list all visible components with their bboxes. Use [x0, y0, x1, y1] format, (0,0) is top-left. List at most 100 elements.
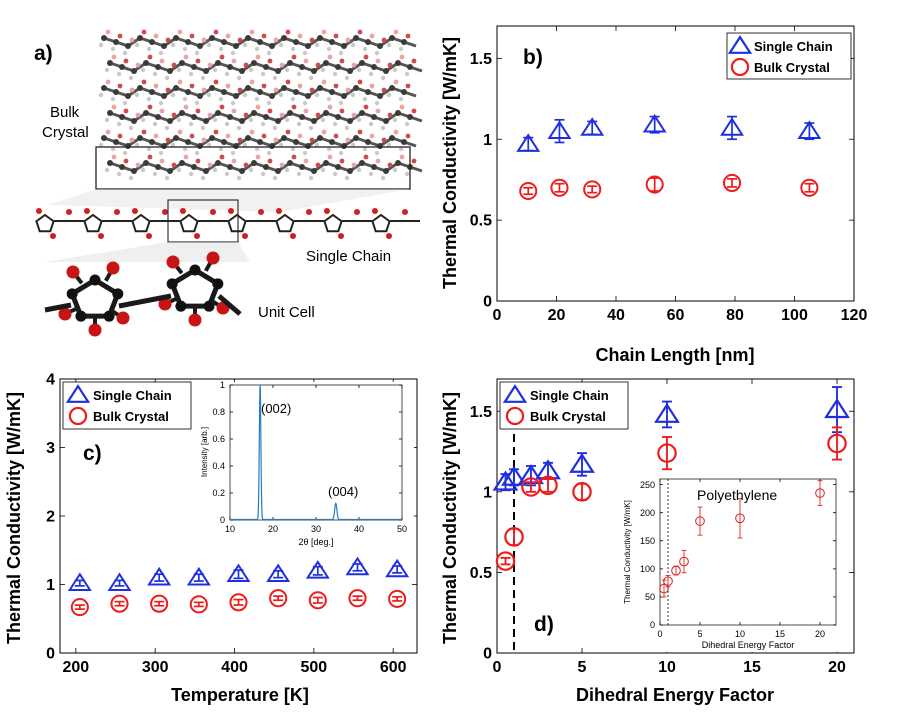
crystal-carbon-atom — [323, 110, 329, 116]
crystal-carbon-atom — [395, 60, 401, 66]
x-tick-label: 15 — [775, 629, 785, 639]
crystal-hydrogen-atom — [218, 46, 224, 52]
crystal-hydrogen-atom — [350, 142, 356, 148]
crystal-carbon-atom — [125, 93, 131, 99]
x-tick-label: 300 — [142, 659, 169, 676]
unitcell-carbon-atom — [89, 274, 101, 286]
crystal-carbon-atom — [365, 89, 371, 95]
crystal-oxygen-atom — [213, 129, 219, 135]
crystal-carbon-atom — [275, 168, 281, 174]
crystal-hydrogen-atom — [116, 121, 122, 127]
crystal-hydrogen-atom — [170, 42, 176, 48]
chart-d-ylabel: Thermal Conductivity [W/mK] — [440, 392, 460, 644]
chain-ring — [179, 213, 199, 233]
y-tick-label: 0 — [483, 646, 492, 663]
y-tick-label: 150 — [640, 536, 655, 546]
crystal-hydrogen-atom — [230, 100, 236, 106]
bulk-crystal-point — [269, 589, 288, 608]
single-chain-point — [516, 133, 541, 152]
chain-oxygen-atom — [98, 233, 104, 239]
crystal-hydrogen-atom — [374, 50, 380, 56]
crystal-hydrogen-atom — [152, 121, 158, 127]
crystal-carbon-atom — [281, 85, 287, 91]
y-tick-label: 1 — [483, 132, 492, 149]
bulk-crystal-point — [538, 475, 558, 496]
crystal-hydrogen-atom — [386, 42, 392, 48]
chain-oxygen-atom — [114, 209, 120, 215]
y-tick-label: 1 — [46, 577, 55, 594]
crystal-oxygen-atom — [339, 158, 345, 164]
bulk-crystal-point — [308, 591, 327, 610]
chart-d-inset-ylabel: Thermal Conductivity [W/mK] — [623, 500, 632, 604]
crystal-carbon-atom — [209, 135, 215, 141]
chart-d-legend-marker-single — [502, 384, 528, 403]
single-chain-point — [492, 470, 519, 491]
crystal-oxygen-atom — [147, 154, 153, 160]
chart-c-inset-annotation-004: (004) — [328, 484, 358, 499]
chain-oxygen-atom — [306, 209, 312, 215]
chart-c-xlabel: Temperature [K] — [171, 685, 309, 705]
crystal-carbon-atom — [299, 164, 305, 170]
single-chain-point — [642, 113, 667, 133]
crystal-hydrogen-atom — [302, 150, 308, 156]
chart-d-marks — [492, 386, 850, 571]
crystal-carbon-atom — [305, 43, 311, 49]
crystal-hydrogen-atom — [104, 167, 110, 173]
crystal-carbon-atom — [185, 139, 191, 145]
crystal-carbon-atom — [221, 139, 227, 145]
crystal-hydrogen-atom — [224, 121, 230, 127]
crystal-oxygen-atom — [159, 58, 165, 64]
crystal-hydrogen-atom — [218, 96, 224, 102]
crystal-oxygen-atom — [165, 137, 171, 143]
crystal-hydrogen-atom — [362, 146, 368, 152]
crystal-carbon-atom — [101, 35, 107, 41]
crystal-carbon-atom — [251, 60, 257, 66]
crystal-oxygen-atom — [189, 133, 195, 139]
unitcell-carbon-atom — [212, 278, 224, 290]
crystal-oxygen-atom — [129, 87, 135, 93]
crystal-carbon-atom — [191, 164, 197, 170]
chain-ring — [275, 213, 295, 233]
crystal-hydrogen-atom — [398, 146, 404, 152]
crystal-hydrogen-atom — [338, 50, 344, 56]
crystal-carbon-atom — [119, 164, 125, 170]
crystal-carbon-atom — [113, 39, 119, 45]
chain-oxygen-atom — [132, 208, 138, 214]
crystal-oxygen-atom — [369, 33, 375, 39]
crystal-hydrogen-atom — [200, 75, 206, 81]
crystal-oxygen-atom — [123, 158, 129, 164]
unitcell-oxygen-atom — [106, 261, 120, 275]
single-chain-image — [35, 208, 420, 239]
crystal-oxygen-atom — [165, 37, 171, 43]
chain-oxygen-atom — [36, 208, 42, 214]
bulk-crystal-point — [657, 443, 677, 463]
crystal-hydrogen-atom — [248, 67, 254, 73]
crystal-oxygen-atom — [333, 33, 339, 39]
crystal-carbon-atom — [233, 93, 239, 99]
crystal-hydrogen-atom — [374, 150, 380, 156]
chain-ring — [131, 213, 151, 233]
chart-b-xlabel: Chain Length [nm] — [596, 345, 755, 365]
chain-oxygen-atom — [324, 208, 330, 214]
crystal-carbon-atom — [365, 39, 371, 45]
legend-triangle-icon — [65, 384, 91, 403]
crystal-oxygen-atom — [237, 37, 243, 43]
crystal-carbon-atom — [185, 89, 191, 95]
crystal-carbon-atom — [305, 93, 311, 99]
crystal-carbon-atom — [107, 60, 113, 66]
crystal-oxygen-atom — [363, 104, 369, 110]
crystal-hydrogen-atom — [164, 75, 170, 81]
crystal-oxygen-atom — [225, 133, 231, 139]
crystal-oxygen-atom — [291, 154, 297, 160]
crystal-oxygen-atom — [357, 79, 363, 85]
crystal-oxygen-atom — [183, 104, 189, 110]
crystal-oxygen-atom — [309, 137, 315, 143]
crystal-carbon-atom — [359, 110, 365, 116]
crystal-oxygen-atom — [135, 112, 141, 118]
crystal-oxygen-atom — [399, 154, 405, 160]
chart-b: 0 20 40 60 80 100 120 0 0.5 1 1.5 b) Chain Length … — [440, 25, 867, 365]
crystal-carbon-atom — [275, 68, 281, 74]
unitcell-oxygen-atom — [116, 311, 130, 325]
crystal-oxygen-atom — [297, 33, 303, 39]
